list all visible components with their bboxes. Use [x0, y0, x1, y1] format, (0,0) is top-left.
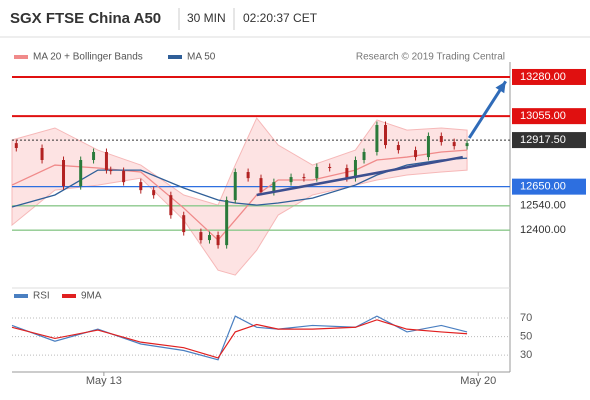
candle-body [396, 145, 400, 151]
candle-body [414, 150, 418, 158]
candle-body [104, 152, 108, 171]
level-label: 12540.00 [520, 200, 566, 212]
candle-body [207, 235, 211, 241]
interval: 30 MIN [187, 11, 226, 25]
candle-body [384, 125, 387, 146]
level-label-box [512, 132, 586, 149]
legend-label: MA 50 [187, 52, 216, 63]
candle-body [199, 232, 203, 241]
candle-body [465, 143, 469, 147]
y-tick-label: 50 [520, 330, 532, 342]
note: Research © 2019 Trading Central [356, 52, 505, 63]
forecast-arrow [467, 80, 507, 139]
candle-body [375, 125, 379, 153]
candle-body [289, 177, 293, 183]
candle-body [62, 160, 66, 187]
arrow-head [495, 81, 506, 94]
x-tick-label: May 20 [460, 375, 496, 387]
legend-label: 9MA [81, 291, 102, 302]
candle-body [353, 160, 357, 179]
x-tick-label: May 13 [86, 375, 122, 387]
level-label: 13055.00 [520, 110, 566, 122]
candle-body [426, 135, 430, 158]
level-label-box [512, 108, 586, 125]
chart-title: SGX FTSE China A50 [10, 10, 161, 27]
candle-body [225, 200, 229, 246]
candle-body [328, 166, 332, 169]
legend-label: MA 20 + Bollinger Bands [33, 52, 143, 63]
level-label: 13280.00 [520, 71, 566, 83]
candle-body [302, 177, 306, 179]
candle-body [259, 178, 263, 193]
rsi-line [11, 319, 468, 359]
candle-body [345, 168, 349, 179]
level-label: 12400.00 [520, 224, 566, 236]
candle-body [92, 152, 96, 161]
candle-body [272, 182, 276, 193]
level-label-box [512, 68, 586, 85]
candle-body [246, 172, 250, 179]
candle-body [40, 147, 44, 161]
candle-body [139, 182, 143, 191]
candle-body [233, 172, 237, 201]
level-label: 12917.50 [520, 134, 566, 146]
candle-body [315, 166, 319, 179]
level-label: 12650.00 [520, 181, 566, 193]
y-tick-label: 70 [520, 312, 532, 324]
candle-body [439, 135, 443, 143]
candle-body [152, 190, 156, 196]
candle-body [182, 215, 186, 233]
candle-body [14, 143, 18, 148]
time: 02:20:37 CET [243, 11, 318, 25]
legend-label: RSI [33, 291, 50, 302]
candle-body [169, 195, 173, 216]
candle-body [79, 160, 83, 187]
level-label-box [512, 178, 586, 195]
candle-body [109, 170, 113, 172]
candle-body [122, 170, 126, 183]
candle-body [362, 152, 366, 161]
candle-body [216, 235, 220, 246]
candle-body [452, 142, 456, 147]
y-tick-label: 30 [520, 349, 532, 361]
trendline [256, 155, 464, 197]
